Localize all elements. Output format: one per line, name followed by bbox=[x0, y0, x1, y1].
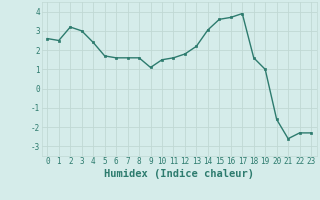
X-axis label: Humidex (Indice chaleur): Humidex (Indice chaleur) bbox=[104, 169, 254, 179]
